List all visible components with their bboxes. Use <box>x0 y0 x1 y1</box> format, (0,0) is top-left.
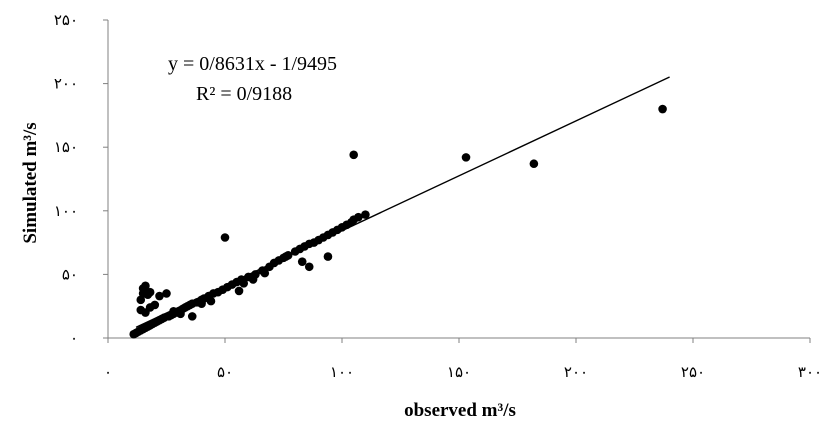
y-axis-title: Simulated m³/s <box>20 122 41 243</box>
y-tick-label: ۰ <box>70 331 78 347</box>
y-tick-label: ۱۵۰ <box>54 140 78 156</box>
r-squared-label: R² = 0/9188 <box>196 83 292 105</box>
data-point <box>197 299 206 308</box>
data-point <box>145 287 155 297</box>
x-axis-title: observed m³/s <box>404 400 516 421</box>
data-point <box>354 212 363 222</box>
x-tick-label: ۰ <box>104 365 112 381</box>
data-point <box>281 252 291 261</box>
data-point <box>260 268 270 278</box>
data-point <box>461 153 471 162</box>
y-ticks: ۰ ۵۰ ۱۰۰ ۱۵۰ ۲۰۰ ۲۵۰ <box>54 13 108 347</box>
data-point <box>176 309 185 319</box>
y-tick-label: ۲۵۰ <box>54 13 78 29</box>
y-tick-label: ۵۰ <box>62 267 78 283</box>
data-point <box>145 303 155 312</box>
data-point <box>220 233 230 242</box>
data-point <box>361 210 370 219</box>
x-tick-label: ۳۰۰ <box>798 365 822 381</box>
y-tick-label: ۱۰۰ <box>54 204 78 220</box>
trendline-equation: y = 0/8631x - 1/9495 <box>168 53 337 75</box>
data-point <box>162 289 171 298</box>
data-point <box>239 279 249 288</box>
data-point <box>248 275 258 284</box>
x-tick-label: ۱۰۰ <box>330 365 354 381</box>
data-points <box>129 104 667 339</box>
x-ticks: ۰ ۵۰ ۱۰۰ ۱۵۰ ۲۰۰ ۲۵۰ ۳۰۰ <box>104 338 822 381</box>
data-point <box>206 296 216 306</box>
data-point <box>234 286 244 296</box>
data-point <box>349 150 359 160</box>
data-point <box>297 257 307 266</box>
x-tick-label: ۲۵۰ <box>681 365 705 381</box>
data-point <box>169 306 178 316</box>
x-tick-label: ۵۰ <box>217 365 233 381</box>
x-tick-label: ۲۰۰ <box>564 365 588 381</box>
data-point <box>304 262 314 272</box>
data-point <box>323 252 333 261</box>
data-point <box>187 312 197 321</box>
data-point <box>141 281 150 291</box>
data-point <box>529 159 539 169</box>
x-tick-label: ۱۵۰ <box>447 365 471 381</box>
data-point <box>155 291 164 301</box>
y-tick-label: ۲۰۰ <box>54 77 78 93</box>
data-point <box>658 104 667 114</box>
